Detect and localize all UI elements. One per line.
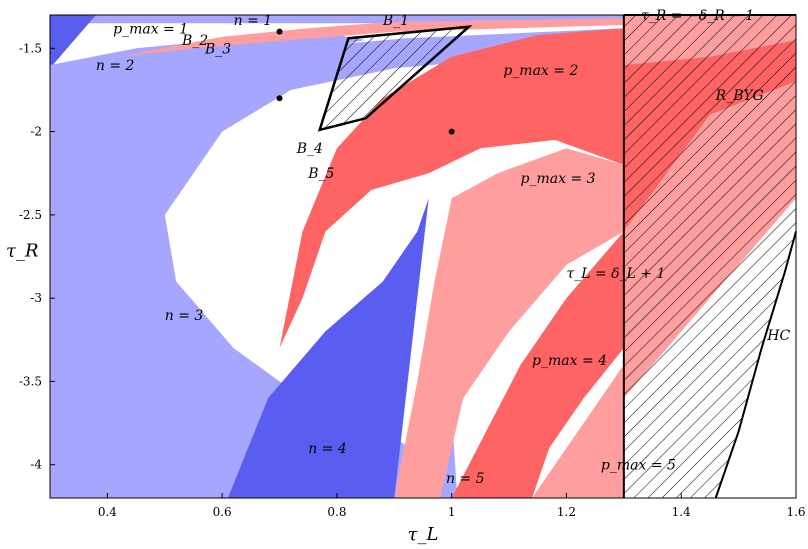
y-tick-label-5: -4 bbox=[30, 458, 42, 472]
region-label-14: B_5 bbox=[307, 166, 334, 182]
region-n3 bbox=[50, 28, 624, 498]
region-label-11: B_2 bbox=[181, 33, 208, 49]
region-label-4: n = 5 bbox=[446, 471, 485, 487]
region-label-17: R_BYG bbox=[715, 88, 764, 104]
y-tick-label-2: -2.5 bbox=[19, 208, 42, 222]
y-tick-label-3: -3 bbox=[30, 291, 42, 305]
region-label-1: n = 2 bbox=[96, 58, 135, 74]
y-tick-label-1: -2 bbox=[30, 125, 42, 139]
region-n3-upper bbox=[50, 35, 366, 102]
y-tick-label-0: -1.5 bbox=[19, 41, 42, 55]
x-tick-label-4: 1.2 bbox=[557, 505, 576, 519]
y-tick-label-4: -3.5 bbox=[19, 374, 42, 388]
region-label-8: p_max = 4 bbox=[532, 353, 607, 369]
region-label-16: τ_L = δ_L + 1 bbox=[566, 266, 665, 282]
region-label-7: p_max = 3 bbox=[521, 171, 596, 187]
hc-curve bbox=[714, 231, 797, 499]
region-label-3: n = 4 bbox=[308, 441, 347, 457]
region-label-5: p_max = 1 bbox=[113, 21, 188, 37]
region-label-6: p_max = 2 bbox=[503, 63, 578, 79]
b-polygon bbox=[317, 25, 473, 132]
x-axis-label: τ_L bbox=[408, 524, 439, 545]
region-n4 bbox=[227, 198, 429, 498]
region-label-10: B_1 bbox=[382, 13, 409, 29]
region-label-9: p_max = 5 bbox=[601, 458, 676, 474]
data-point-1 bbox=[276, 95, 283, 102]
region-label-12: B_3 bbox=[204, 41, 231, 57]
x-tick-label-5: 1.4 bbox=[672, 505, 691, 519]
axes-frame bbox=[49, 14, 797, 499]
x-tick-label-1: 0.6 bbox=[213, 505, 232, 519]
axes-layer: 0.4 0.6 0.8 1 1.2 1.4 1.6 -1.5 -2 -2.5 -3 -3.5 -4 τ_L… bbox=[6, 14, 806, 545]
region-label-13: B_4 bbox=[296, 141, 323, 157]
data-point-0 bbox=[276, 28, 283, 35]
x-tick-label-6: 1.6 bbox=[786, 505, 805, 519]
region-n2 bbox=[50, 15, 96, 69]
data-point-2 bbox=[448, 128, 455, 135]
region-label-18: HC bbox=[766, 328, 790, 344]
region-pmax4 bbox=[451, 231, 624, 498]
region-pmax2 bbox=[279, 28, 624, 349]
x-tick-label-0: 0.4 bbox=[98, 505, 117, 519]
region-label-15: τ_R = −δ_R − 1 bbox=[641, 8, 754, 24]
y-axis-label: τ_R bbox=[6, 241, 39, 262]
region-pmax5 bbox=[532, 364, 624, 498]
x-tick-label-3: 1 bbox=[448, 505, 456, 519]
region-pmax3 bbox=[394, 148, 624, 498]
region-pmax1 bbox=[118, 18, 624, 57]
region-label-2: n = 3 bbox=[165, 308, 204, 324]
x-tick-label-2: 0.8 bbox=[327, 505, 346, 519]
region-label-0: n = 1 bbox=[234, 13, 273, 29]
